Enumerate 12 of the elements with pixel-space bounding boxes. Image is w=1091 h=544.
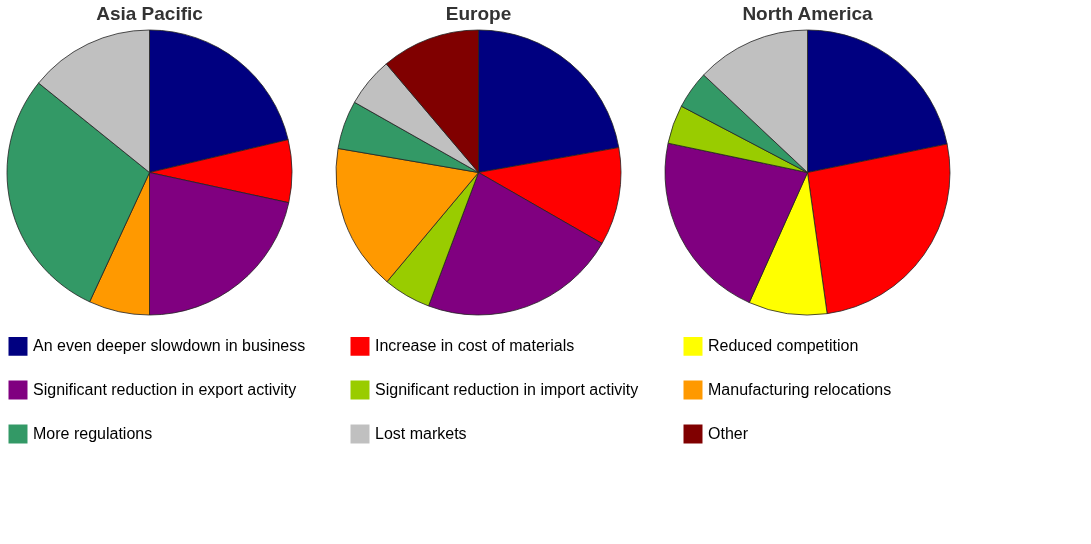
legend-label: Lost markets — [375, 425, 467, 442]
legend-label: Significant reduction in import activity — [375, 381, 639, 398]
legend-label: Reduced competition — [708, 337, 859, 355]
slice-label: North America — [742, 3, 874, 25]
legend-label: Significant reduction in export activity — [33, 381, 297, 398]
legend-label: Increase in cost of materials — [375, 337, 575, 355]
legend-label: Manufacturing relocations — [708, 381, 892, 398]
legend-label: An even deeper slowdown in business — [33, 337, 306, 355]
legend-label: More regulations — [33, 425, 153, 442]
slice-label: Asia Pacific — [96, 3, 204, 25]
slice-label: Europe — [445, 3, 512, 25]
legend-label: Other — [708, 425, 749, 442]
